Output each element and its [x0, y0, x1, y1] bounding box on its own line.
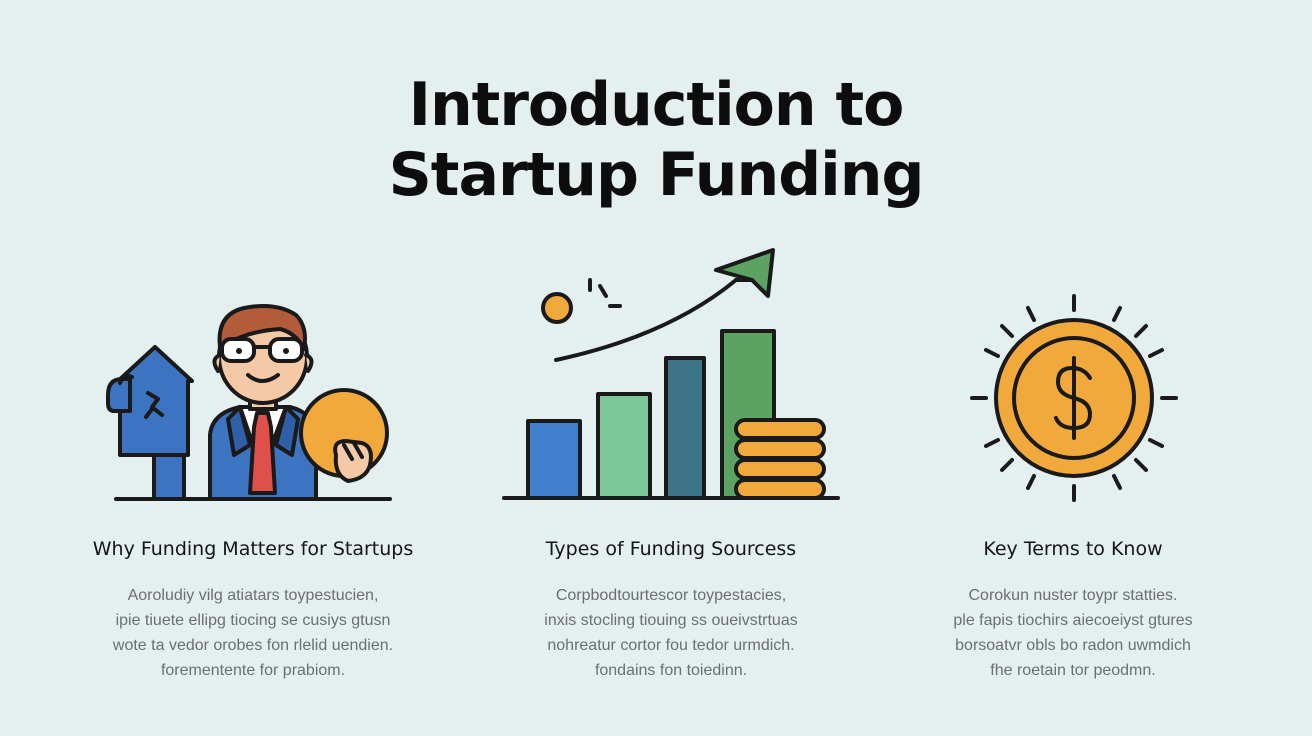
- growth-bar-chart-with-coins-icon: [502, 248, 840, 500]
- body-line: wote ta vedor orobes fon rlelid uendien.: [112, 637, 394, 654]
- body-line: ipie tiuete ellipg tiocing se cusiys gtu…: [115, 612, 391, 629]
- body-line: ple fapis tiochirs aiecoeiyst gtures: [953, 612, 1193, 629]
- body-line: borsoatvr obls bo radon uwmdich: [955, 637, 1191, 654]
- body-line: fhe roetain tor peodmn.: [990, 662, 1156, 679]
- page-title-line-2: Startup Funding: [388, 140, 925, 210]
- column-body-why-funding: Aoroludiy vilg atiatars toypestucien, ip…: [42, 583, 464, 683]
- page-title-line-1: Introduction to: [408, 70, 905, 140]
- body-line: Aoroludiy vilg atiatars toypestucien,: [127, 587, 379, 604]
- body-line: forementente for prabiom.: [160, 662, 346, 679]
- column-heading-types-of-funding: Types of Funding Sourcess: [545, 538, 797, 560]
- column-body-key-terms: Corokun nuster toypr statties. ple fapis…: [862, 583, 1284, 683]
- body-line: nohreatur cortor fou tedor urmdich.: [547, 637, 795, 654]
- body-line: fondains fon toiedinn.: [594, 662, 748, 679]
- column-heading-why-funding: Why Funding Matters for Startups: [92, 538, 414, 560]
- body-line: Corokun nuster toypr statties.: [968, 587, 1178, 604]
- body-line: inxis stocling tiouing ss oueivstrtuas: [544, 612, 798, 629]
- businessman-with-house-and-coin-icon: [106, 304, 392, 501]
- body-line: Corpbodtourtescor toypestacies,: [555, 587, 787, 604]
- dollar-coin-icon: [970, 294, 1178, 502]
- column-body-types-of-funding: Corpbodtourtescor toypestacies, inxis st…: [460, 583, 882, 683]
- column-heading-key-terms: Key Terms to Know: [983, 538, 1163, 560]
- page-title: Introduction to Startup Funding: [0, 70, 1312, 210]
